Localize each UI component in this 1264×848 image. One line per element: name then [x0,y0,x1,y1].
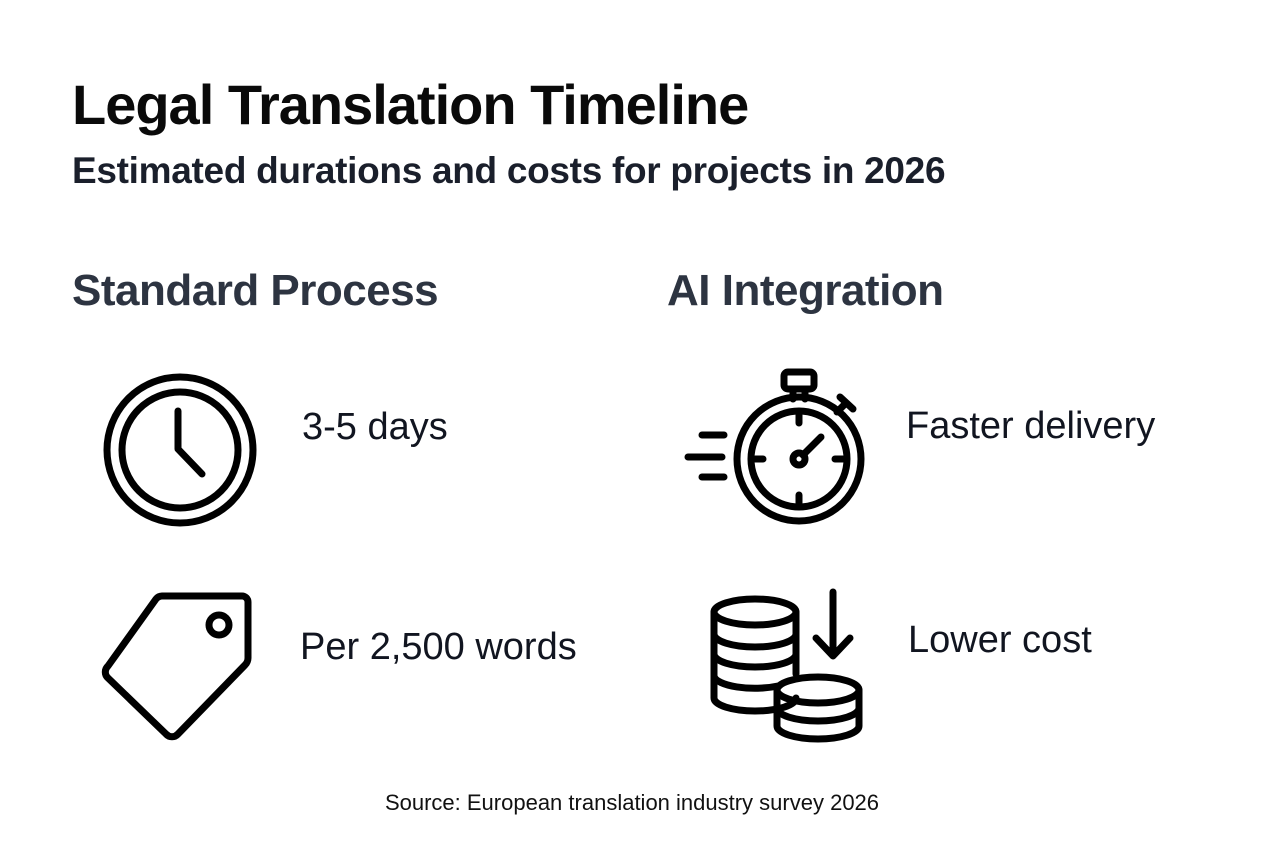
section-heading-standard-process: Standard Process [72,266,439,315]
page-subtitle: Estimated durations and costs for projec… [72,150,946,191]
standard-duration-label: 3-5 days [302,405,448,448]
standard-cost-item: Per 2,500 words [98,588,577,746]
ai-cost-item: Lower cost [708,586,1092,746]
ai-duration-item: Faster delivery [682,367,1155,529]
price-tag-icon [101,592,252,741]
stopwatch-fast-icon [684,368,865,525]
clock-icon [103,373,257,527]
ai-cost-label: Lower cost [908,618,1092,661]
ai-duration-label: Faster delivery [906,404,1156,447]
section-heading-ai-integration: AI Integration [667,266,944,315]
source-note: Source: European translation industry su… [384,790,880,815]
standard-cost-label: Per 2,500 words [300,625,577,668]
standard-duration-item: 3-5 days [100,370,448,530]
coins-down-icon [710,588,863,743]
page-title: Legal Translation Timeline [72,73,749,136]
